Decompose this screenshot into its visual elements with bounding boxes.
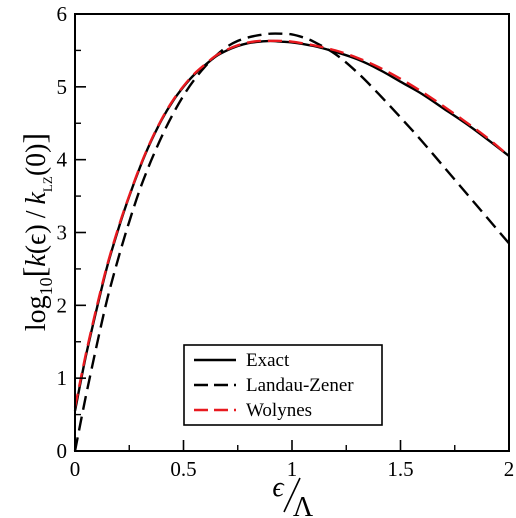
x-axis-label: ϵ Λ	[272, 472, 313, 518]
x-tick-label: 1	[287, 457, 298, 481]
y-label-log: log	[21, 295, 52, 331]
x-label-denominator: Λ	[293, 492, 314, 518]
x-tick-label: 2	[504, 457, 515, 481]
y-label-k1-arg: (ϵ)	[21, 224, 52, 254]
x-tick-label: 1.5	[387, 457, 413, 481]
y-label-k2-arg: (0)	[21, 144, 52, 177]
y-label-k2: k	[21, 192, 52, 205]
data-curves	[73, 32, 510, 452]
y-label-k1: k	[21, 254, 52, 267]
series-line-landau-zener	[73, 32, 510, 452]
y-label-slash: /	[21, 210, 52, 218]
legend: Exact Landau-Zener Wolynes	[183, 344, 383, 426]
series-line-wolynes	[73, 39, 510, 408]
y-label-k2-sub: LZ	[40, 176, 55, 192]
x-label-numerator: ϵ	[272, 472, 285, 503]
x-tick-label: 0.5	[170, 457, 196, 481]
x-tick-label: 0	[70, 457, 81, 481]
y-label-open-bracket: [	[16, 267, 52, 278]
y-tick-label: 1	[57, 366, 68, 390]
axis-ticks: 0 0.5 1 1.5 2 0 1 2 3 4 5 6	[57, 2, 515, 481]
y-tick-label: 0	[57, 439, 68, 463]
legend-label-landau-zener: Landau-Zener	[246, 375, 354, 396]
y-tick-label: 2	[57, 293, 68, 317]
y-label-log-sub: 10	[36, 277, 56, 295]
y-label-close-bracket: ]	[16, 133, 52, 144]
legend-label-exact: Exact	[246, 350, 290, 371]
y-axis-label: log10[k(ϵ)/kLZ(0)]	[16, 133, 56, 331]
y-tick-label: 3	[57, 221, 68, 245]
x-label-fraction-slash	[283, 477, 301, 513]
y-tick-label: 4	[57, 148, 68, 172]
y-tick-label: 6	[57, 2, 68, 26]
y-tick-label: 5	[57, 75, 68, 99]
legend-label-wolynes: Wolynes	[246, 400, 312, 421]
